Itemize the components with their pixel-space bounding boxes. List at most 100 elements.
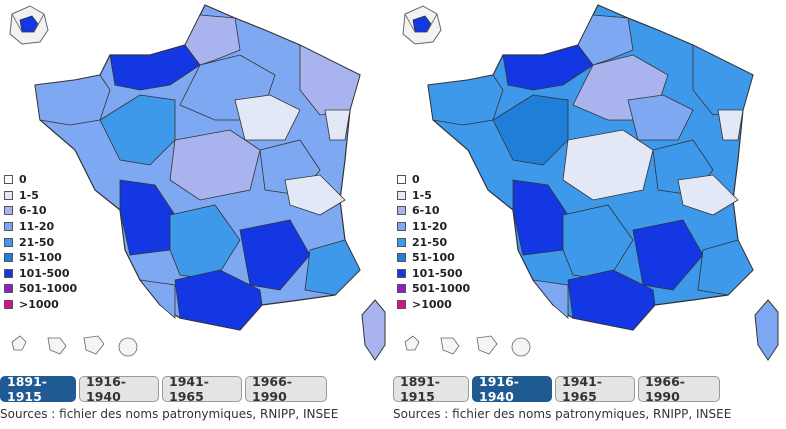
france-choropleth-map xyxy=(9,4,386,361)
legend-item: 501-1000 xyxy=(397,281,470,297)
corsica xyxy=(361,299,386,361)
period-tabs: 1891-1915 1916-1940 1941-1965 1966-1990 xyxy=(0,374,327,404)
ile-de-france-inset xyxy=(402,5,442,45)
legend-swatch xyxy=(397,237,406,247)
southwest-south-region xyxy=(174,269,263,331)
legend-swatch xyxy=(4,222,13,232)
legend-item: 1-5 xyxy=(4,188,77,204)
tab-1941-1965[interactable]: 1941-1965 xyxy=(555,374,635,404)
tab-1916-1940[interactable]: 1916-1940 xyxy=(472,374,552,404)
legend-label: 51-100 xyxy=(412,251,455,265)
legend-swatch xyxy=(397,206,406,216)
legend-label: 101-500 xyxy=(19,266,70,280)
legend-label: 501-1000 xyxy=(412,282,471,296)
legend-swatch xyxy=(397,284,406,294)
source-note: Sources : fichier des noms patronymiques… xyxy=(393,407,732,421)
tab-1966-1990[interactable]: 1966-1990 xyxy=(245,374,327,404)
period-tabs: 1891-1915 1916-1940 1941-1965 1966-1990 xyxy=(393,374,720,404)
alsace-region xyxy=(324,109,351,141)
languedoc-region xyxy=(239,219,311,291)
legend-swatch xyxy=(397,253,406,263)
legend-item: 51-100 xyxy=(397,250,470,266)
alsace-region xyxy=(717,109,744,141)
center-region xyxy=(169,129,261,201)
provence-region xyxy=(304,239,361,296)
north-region xyxy=(184,14,241,66)
legend-item: 101-500 xyxy=(4,266,77,282)
legend-item: 101-500 xyxy=(397,266,470,282)
map-panel-1916-1940: 0 1-5 6-10 11-20 21-50 51-100 101-500 50… xyxy=(393,0,786,429)
legend-item: >1000 xyxy=(397,297,470,313)
legend-label: >1000 xyxy=(19,298,59,312)
corsica xyxy=(754,299,779,361)
legend-item: 1-5 xyxy=(397,188,470,204)
legend-label: 6-10 xyxy=(19,204,47,218)
map-legend: 0 1-5 6-10 11-20 21-50 51-100 101-500 50… xyxy=(4,172,77,312)
legend-item: 501-1000 xyxy=(4,281,77,297)
north-region xyxy=(577,14,634,66)
legend-swatch xyxy=(4,237,13,247)
legend-swatch xyxy=(397,175,406,185)
legend-swatch xyxy=(397,268,406,278)
ile-de-france-inset xyxy=(9,5,49,45)
legend-label: 1-5 xyxy=(19,188,39,202)
france-choropleth-map xyxy=(402,4,779,361)
legend-item: >1000 xyxy=(4,297,77,313)
legend-swatch xyxy=(4,268,13,278)
brittany-region xyxy=(34,74,111,126)
map-panel-1891-1915: 0 1-5 6-10 11-20 21-50 51-100 101-500 50… xyxy=(0,4,386,421)
tab-1916-1940[interactable]: 1916-1940 xyxy=(79,374,159,404)
legend-label: 21-50 xyxy=(19,235,55,249)
legend-item: 11-20 xyxy=(4,219,77,235)
savoie-region xyxy=(284,174,346,216)
legend-item: 11-20 xyxy=(397,219,470,235)
legend-label: 6-10 xyxy=(412,204,440,218)
tab-1891-1915[interactable]: 1891-1915 xyxy=(0,374,76,404)
brittany-region xyxy=(427,74,504,126)
legend-swatch xyxy=(4,175,13,185)
legend-label: 21-50 xyxy=(412,235,448,249)
legend-swatch xyxy=(4,284,13,294)
pyrenees-west-region xyxy=(139,279,176,319)
legend-item: 0 xyxy=(4,172,77,188)
legend-label: 0 xyxy=(412,173,420,187)
legend-swatch xyxy=(4,206,13,216)
champagne-region xyxy=(627,94,694,141)
legend-swatch xyxy=(4,253,13,263)
legend-label: 51-100 xyxy=(19,251,62,265)
legend-item: 51-100 xyxy=(4,250,77,266)
legend-swatch xyxy=(4,190,13,200)
tab-1941-1965[interactable]: 1941-1965 xyxy=(162,374,242,404)
champagne-region xyxy=(234,94,301,141)
savoie-region xyxy=(677,174,739,216)
legend-item: 6-10 xyxy=(397,203,470,219)
legend-item: 21-50 xyxy=(4,234,77,250)
legend-label: 11-20 xyxy=(19,220,55,234)
legend-swatch xyxy=(397,190,406,200)
legend-item: 0 xyxy=(397,172,470,188)
legend-label: 0 xyxy=(19,173,27,187)
legend-item: 6-10 xyxy=(4,203,77,219)
overseas-departments xyxy=(404,335,531,357)
legend-label: 101-500 xyxy=(412,266,463,280)
languedoc-region xyxy=(632,219,704,291)
tab-1966-1990[interactable]: 1966-1990 xyxy=(638,374,720,404)
source-note: Sources : fichier des noms patronymiques… xyxy=(0,407,339,421)
legend-swatch xyxy=(397,300,406,310)
map-legend: 0 1-5 6-10 11-20 21-50 51-100 101-500 50… xyxy=(397,172,470,312)
tab-1891-1915[interactable]: 1891-1915 xyxy=(393,374,469,404)
pyrenees-west-region xyxy=(532,279,569,319)
center-region xyxy=(562,129,654,201)
legend-label: 11-20 xyxy=(412,220,448,234)
provence-region xyxy=(697,239,754,296)
legend-swatch xyxy=(4,300,13,310)
legend-label: 1-5 xyxy=(412,188,432,202)
legend-label: 501-1000 xyxy=(19,282,78,296)
normandy-region xyxy=(109,44,201,91)
southwest-south-region xyxy=(567,269,656,331)
legend-swatch xyxy=(397,222,406,232)
overseas-departments xyxy=(11,335,138,357)
legend-item: 21-50 xyxy=(397,234,470,250)
normandy-region xyxy=(502,44,594,91)
legend-label: >1000 xyxy=(412,298,452,312)
